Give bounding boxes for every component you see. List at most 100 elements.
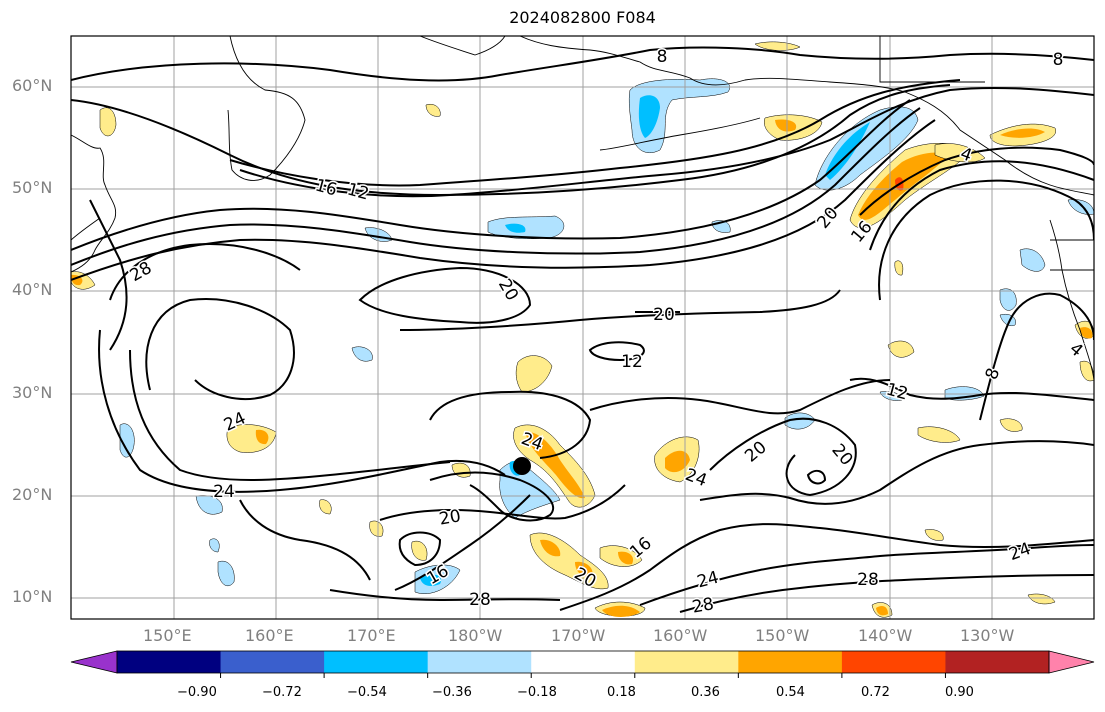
contour-24-west <box>109 243 301 301</box>
shade-yellow <box>369 520 384 537</box>
contour-mid-loop <box>429 390 592 459</box>
coastline-kamchatka <box>227 36 306 181</box>
shade-blue <box>1019 248 1046 272</box>
colorbar-swatch <box>220 651 325 673</box>
shade-yellow <box>887 340 915 358</box>
shade-orange <box>602 605 640 618</box>
contour-8-north <box>71 46 1094 82</box>
contour-28-south <box>679 574 1094 613</box>
colorbar-swatch <box>117 651 222 673</box>
map-frame <box>70 35 1095 620</box>
contour-8-mid <box>239 86 1094 198</box>
contour-label: 16 <box>313 176 339 201</box>
contour-label: 28 <box>469 590 491 610</box>
colorbar-tick-label: −0.54 <box>347 685 387 700</box>
lon-label-140w: 140°W <box>858 626 913 645</box>
contour-20-line <box>399 289 841 331</box>
lon-label-170w: 170°W <box>551 626 606 645</box>
contour-label: 8 <box>1053 50 1064 70</box>
shade-blue <box>999 288 1017 311</box>
shade-orange <box>1080 327 1093 339</box>
lon-label-160w: 160°W <box>653 626 708 645</box>
contour-center-east <box>589 379 891 415</box>
contour-12-east <box>849 377 1094 401</box>
shade-blue <box>638 95 660 138</box>
colorbar-extend-left <box>70 650 118 674</box>
contour-20-mid <box>358 266 532 324</box>
shade-yellow <box>515 355 553 393</box>
lat-label-60n: 60°N <box>12 76 53 95</box>
coastline-chukotka <box>419 36 506 56</box>
border-lines <box>879 36 1094 271</box>
shade-yellow <box>924 529 944 541</box>
shade-orange <box>775 119 797 132</box>
colorbar-swatch <box>531 651 636 673</box>
shade-yellow <box>425 104 441 117</box>
colorbar-tick-label: −0.72 <box>262 685 302 700</box>
contour-20-east <box>709 417 857 497</box>
lon-label-130w: 130°W <box>960 626 1015 645</box>
lon-label-150e: 150°E <box>143 626 192 645</box>
contour-24-small <box>806 469 827 485</box>
contour-16-center <box>394 494 531 591</box>
shade-orange <box>255 429 269 445</box>
shade-orange <box>1000 128 1045 138</box>
lon-label-150w: 150°W <box>755 626 810 645</box>
colorbar-tick-label: 0.72 <box>861 685 890 700</box>
contour-28-jet <box>71 119 936 281</box>
contour-center <box>429 471 555 522</box>
colorbar-tick-label: 0.18 <box>607 685 636 700</box>
contour-20-center <box>379 484 626 521</box>
contour-label: 28 <box>857 570 879 590</box>
colorbar-swatch <box>427 651 532 673</box>
shade-blue <box>217 560 235 587</box>
contour-24-south <box>639 544 1094 606</box>
coastline-alaska <box>519 36 1094 196</box>
shade-yellow <box>754 41 801 51</box>
colorbar-frame <box>116 650 1050 674</box>
shade-orange <box>665 450 690 473</box>
contour-label: 12 <box>884 380 910 405</box>
lat-label-50n: 50°N <box>12 178 53 197</box>
coastline-japan <box>71 217 101 241</box>
shade-orange <box>525 431 585 499</box>
contour-16-east <box>859 146 1094 216</box>
contour-sw-small <box>398 531 442 567</box>
lat-label-40n: 40°N <box>12 280 53 299</box>
colorbar-tick-label: −0.90 <box>177 685 217 700</box>
shade-blue <box>119 423 135 458</box>
shade-yellow <box>1079 360 1094 382</box>
colorbar-swatch <box>841 651 946 673</box>
shade-blue <box>420 574 442 586</box>
contour-label: 24 <box>213 482 235 502</box>
contour-label: 20 <box>438 506 463 529</box>
shade-yellow <box>894 260 904 276</box>
colorbar-extend-right <box>1048 650 1095 674</box>
contour-label: 24 <box>695 568 721 593</box>
contour-west-arc1 <box>89 199 128 351</box>
contour-24-jet <box>71 107 921 266</box>
coastline-aleutians <box>599 117 761 151</box>
contour-16-west <box>71 84 951 197</box>
shade-yellow <box>934 143 986 163</box>
lat-label-30n: 30°N <box>12 383 53 402</box>
contour-lines <box>71 46 1094 613</box>
shade-yellow <box>917 426 961 443</box>
border-alaska-canada <box>879 36 985 83</box>
contour-label: 28 <box>691 594 716 617</box>
shade-blue <box>209 538 220 553</box>
colorbar-swatch <box>634 651 739 673</box>
contour-label: 4 <box>1065 339 1086 361</box>
colorbar-swatch <box>738 651 843 673</box>
contour-24-band <box>129 349 451 481</box>
contour-label: 12 <box>621 352 643 372</box>
contour-20-jet <box>71 99 911 251</box>
contour-west-outer <box>98 329 506 493</box>
contour-label: 24 <box>1006 539 1033 565</box>
contour-east-lower <box>699 440 1094 505</box>
contour-west-loop <box>145 298 295 401</box>
shading-layer <box>71 41 1094 618</box>
contour-label: 8 <box>657 47 668 67</box>
lon-label-160e: 160°E <box>245 626 294 645</box>
